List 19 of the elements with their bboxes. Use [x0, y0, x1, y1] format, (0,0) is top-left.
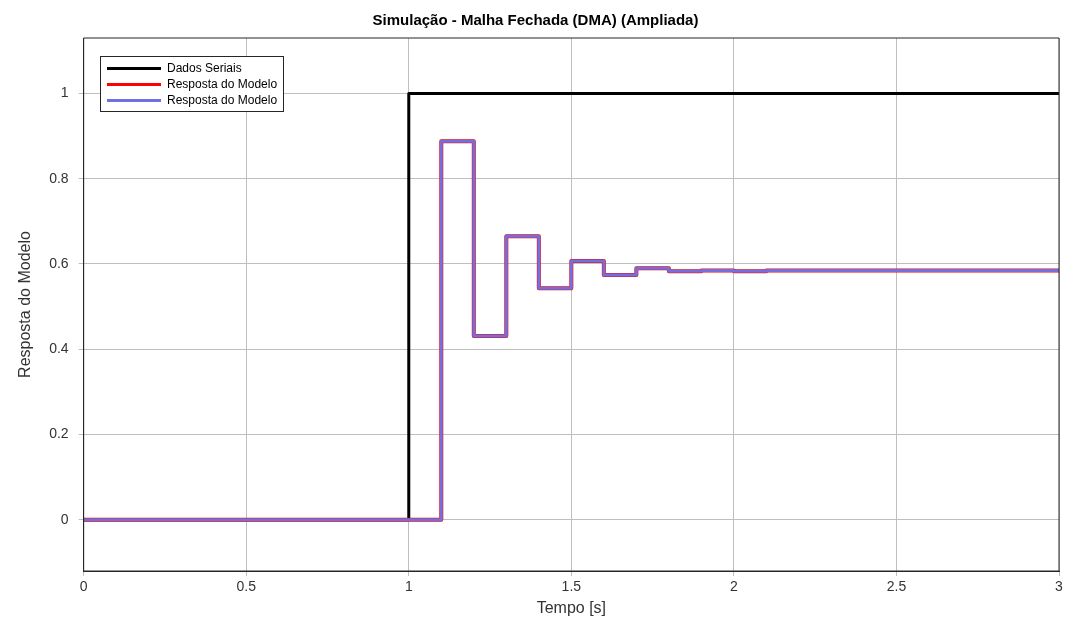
y-tick-label: 0.4 — [49, 340, 69, 357]
x-tick-label: 2.5 — [886, 578, 907, 595]
x-tick-label: 3 — [1055, 578, 1064, 595]
x-tick-label: 1.5 — [561, 578, 582, 595]
y-tick-label: 0.2 — [49, 425, 69, 442]
y-tick-label: 1 — [60, 84, 69, 101]
legend-label: Dados Seriais — [167, 60, 242, 76]
x-tick-label: 1 — [404, 578, 413, 595]
x-tick-label: 0.5 — [236, 578, 257, 595]
y-tick-label: 0.6 — [49, 254, 69, 271]
chart-title: Simulação - Malha Fechada (DMA) (Ampliada) — [372, 11, 699, 29]
x-axis-title: Tempo [s] — [536, 598, 607, 616]
x-tick-label: 0 — [79, 578, 88, 595]
y-axis-title: Resposta do Modelo — [16, 231, 34, 378]
legend-label: Resposta do Modelo — [167, 76, 278, 92]
legend-label: Resposta do Modelo — [167, 92, 278, 108]
y-tick-label: 0 — [60, 510, 69, 527]
y-tick-label: 0.8 — [49, 169, 69, 186]
x-tick-label: 2 — [729, 578, 738, 595]
